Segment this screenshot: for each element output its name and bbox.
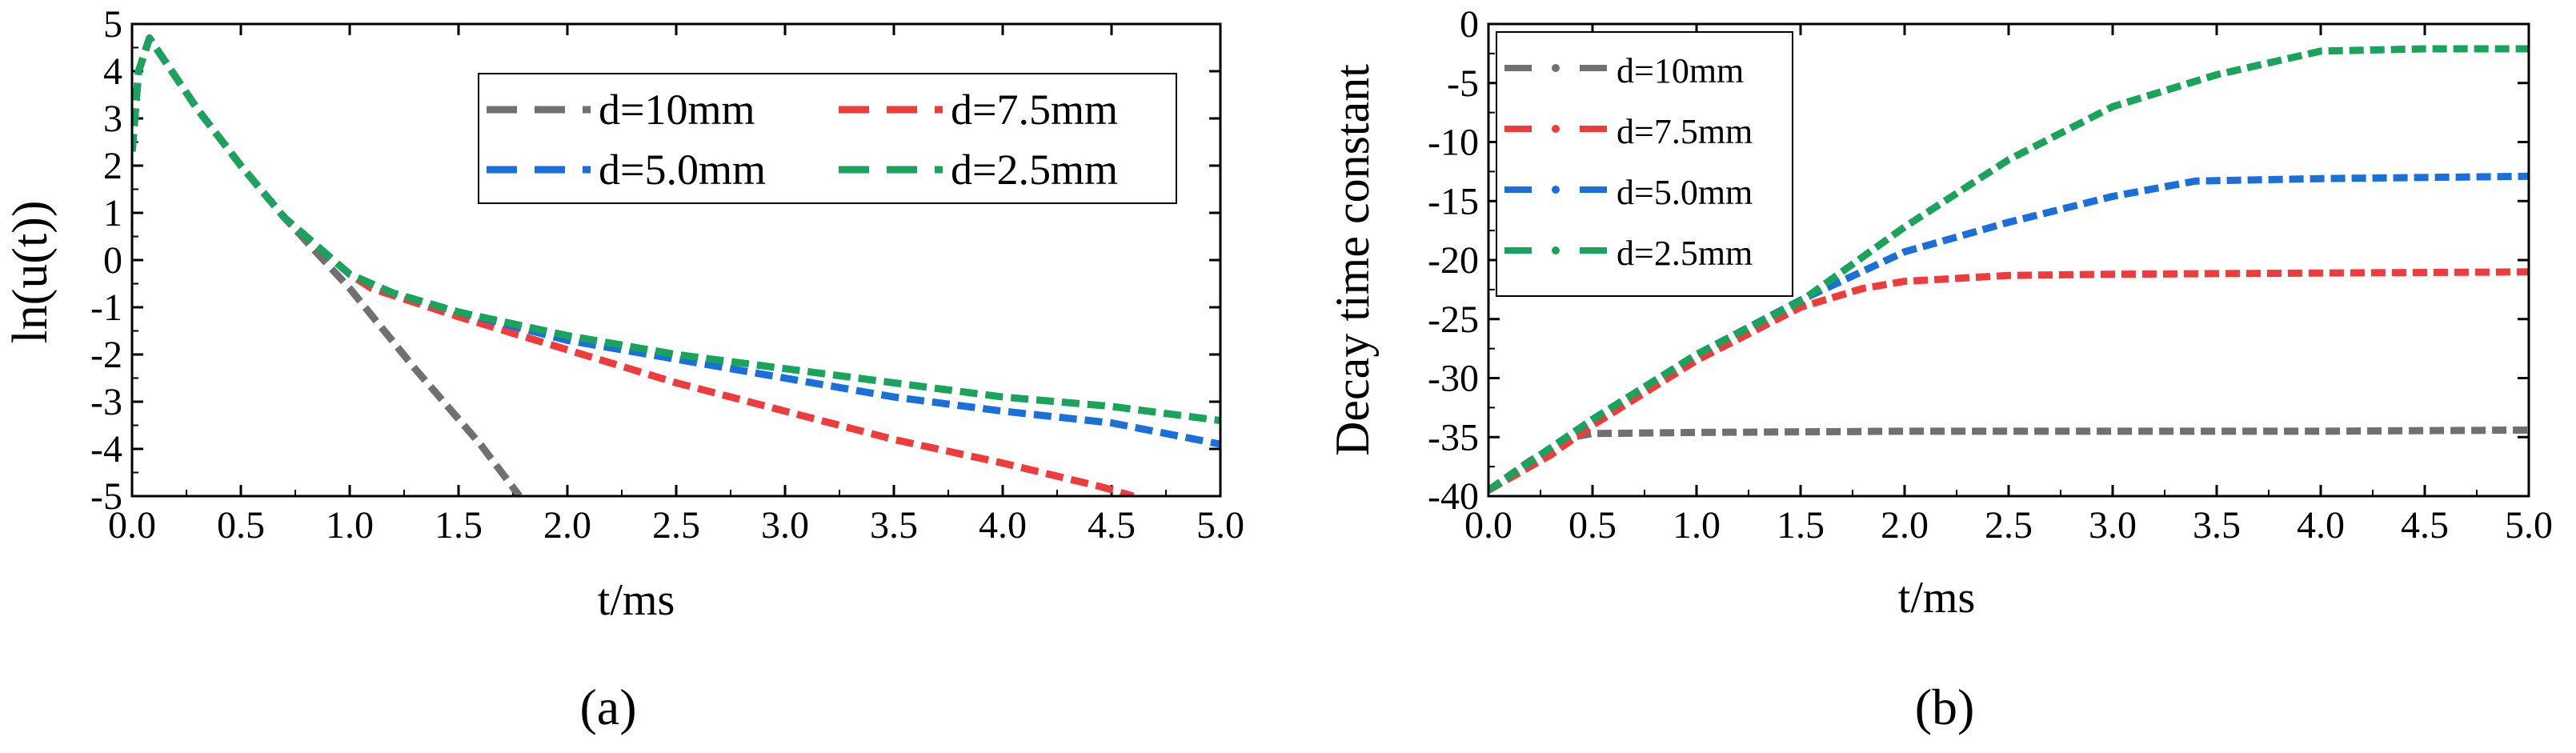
chart-b-plot-frame bbox=[1487, 22, 2530, 498]
legend-swatch bbox=[1504, 246, 1607, 254]
legend-label: d=7.5mm bbox=[951, 86, 1118, 134]
x-tick-label: 3.0 bbox=[761, 504, 809, 547]
legend-swatch bbox=[1504, 125, 1607, 133]
x-tick-label: 5.0 bbox=[2505, 504, 2553, 547]
chart-b-series bbox=[1488, 45, 2529, 494]
legend-box bbox=[478, 73, 1177, 204]
legend-swatch bbox=[1504, 186, 1607, 194]
y-tick-label: -4 bbox=[90, 428, 122, 471]
x-tick-label: 3.5 bbox=[870, 504, 918, 547]
x-tick-label: 2.5 bbox=[1985, 504, 2033, 547]
y-tick-label: -5 bbox=[90, 475, 122, 518]
y-tick-label: 1 bbox=[103, 192, 122, 234]
series-line-d7-5mm bbox=[1488, 268, 2529, 494]
x-tick-label: 0.5 bbox=[217, 504, 265, 547]
chart-a-legend: d=10mm d=7.5mm d=5.0mm d=2.5mm bbox=[478, 73, 1177, 204]
x-tick-label: 2.0 bbox=[1881, 504, 1929, 547]
chart-b-panel-label: (b) bbox=[1915, 679, 1975, 735]
x-tick-label: 1.0 bbox=[1673, 504, 1721, 547]
y-tick-label: 4 bbox=[103, 50, 122, 93]
chart-a: 0.0 0.5 1.0 1.5 2.0 2.5 3.0 3.5 4.0 4.5 5.0 54 3 2 1 0… bbox=[3, 3, 1244, 735]
chart-a-y-tick-labels: 54 3 2 1 0-1 -2 -3 -4-5 bbox=[90, 3, 122, 518]
x-tick-label: 2.0 bbox=[543, 504, 591, 547]
y-tick-label: -10 bbox=[1428, 122, 1479, 164]
x-tick-label: 5.0 bbox=[1196, 504, 1244, 547]
y-tick-label: -1 bbox=[90, 286, 122, 329]
y-tick-label: -3 bbox=[90, 381, 122, 423]
series-line-d2-5mm bbox=[132, 34, 1220, 425]
legend-label: d=2.5mm bbox=[1617, 234, 1753, 273]
legend-box bbox=[1496, 31, 1793, 297]
y-tick-label: 5 bbox=[103, 3, 122, 46]
x-tick-label: 2.5 bbox=[652, 504, 700, 547]
legend-label: d=10mm bbox=[1617, 51, 1744, 90]
chart-a-plot-frame bbox=[130, 22, 1222, 498]
x-tick-label: 1.5 bbox=[1777, 504, 1825, 547]
legend-label: d=5.0mm bbox=[1617, 173, 1753, 212]
chart-a-series bbox=[132, 34, 1220, 496]
x-tick-label: 3.0 bbox=[2089, 504, 2137, 547]
x-tick-label: 0.5 bbox=[1568, 504, 1617, 547]
chart-b-x-axis-label: t/ms bbox=[1898, 573, 1975, 623]
x-tick-label: 4.0 bbox=[979, 504, 1027, 547]
legend-swatch bbox=[1504, 64, 1607, 72]
y-tick-label: 2 bbox=[103, 145, 122, 187]
x-tick-label: 4.0 bbox=[2297, 504, 2345, 547]
chart-b-legend: d=10mm d=7.5mm d=5.0mm d=2.5mm bbox=[1496, 31, 1793, 297]
y-tick-label: -20 bbox=[1428, 239, 1479, 282]
series-line-d10mm bbox=[132, 34, 523, 496]
y-tick-label: 0 bbox=[1460, 3, 1479, 46]
chart-b-y-tick-labels: 0 -5 -10 -15 -20 -25 -30 -35 -40 bbox=[1428, 3, 1479, 518]
y-tick-label: 0 bbox=[103, 239, 122, 282]
chart-b: 0.0 0.5 1.0 1.5 2.0 2.5 3.0 3.5 4.0 4.5 5.0 0 -5 -10… bbox=[1326, 3, 2553, 735]
legend-label: d=10mm bbox=[599, 86, 755, 134]
chart-a-y-axis-label: ln(u(t)) bbox=[3, 200, 58, 343]
y-tick-label: 3 bbox=[103, 98, 122, 140]
chart-a-panel-label: (a) bbox=[579, 679, 636, 735]
chart-a-x-axis-label: t/ms bbox=[598, 575, 675, 625]
legend-label: d=5.0mm bbox=[599, 146, 766, 194]
x-tick-label: 0.0 bbox=[108, 504, 156, 547]
y-tick-label: -40 bbox=[1428, 475, 1479, 518]
chart-b-y-axis-label: Decay time constant bbox=[1326, 64, 1379, 456]
x-tick-label: 1.5 bbox=[435, 504, 483, 547]
x-tick-label: 3.5 bbox=[2193, 504, 2241, 547]
chart-a-x-tick-labels: 0.0 0.5 1.0 1.5 2.0 2.5 3.0 3.5 4.0 4.5 5.0 bbox=[108, 504, 1244, 547]
chart-b-x-tick-labels: 0.0 0.5 1.0 1.5 2.0 2.5 3.0 3.5 4.0 4.5 5.0 bbox=[1464, 504, 2553, 547]
series-line-d5-0mm bbox=[1488, 172, 2529, 494]
chart-b-ticks bbox=[1487, 22, 2530, 498]
y-tick-label: -2 bbox=[90, 334, 122, 376]
series-line-d2-5mm bbox=[1488, 45, 2529, 494]
y-tick-label: -35 bbox=[1428, 416, 1479, 459]
y-tick-label: -15 bbox=[1428, 180, 1479, 222]
x-tick-label: 4.5 bbox=[1088, 504, 1136, 547]
x-tick-label: 1.0 bbox=[326, 504, 374, 547]
x-tick-label: 4.5 bbox=[2401, 504, 2449, 547]
x-tick-label: 0.0 bbox=[1464, 504, 1512, 547]
y-tick-label: -30 bbox=[1428, 358, 1479, 400]
y-tick-label: -5 bbox=[1447, 62, 1479, 105]
legend-label: d=7.5mm bbox=[1617, 112, 1753, 151]
legend-label: d=2.5mm bbox=[951, 146, 1118, 194]
y-tick-label: -25 bbox=[1428, 298, 1479, 341]
